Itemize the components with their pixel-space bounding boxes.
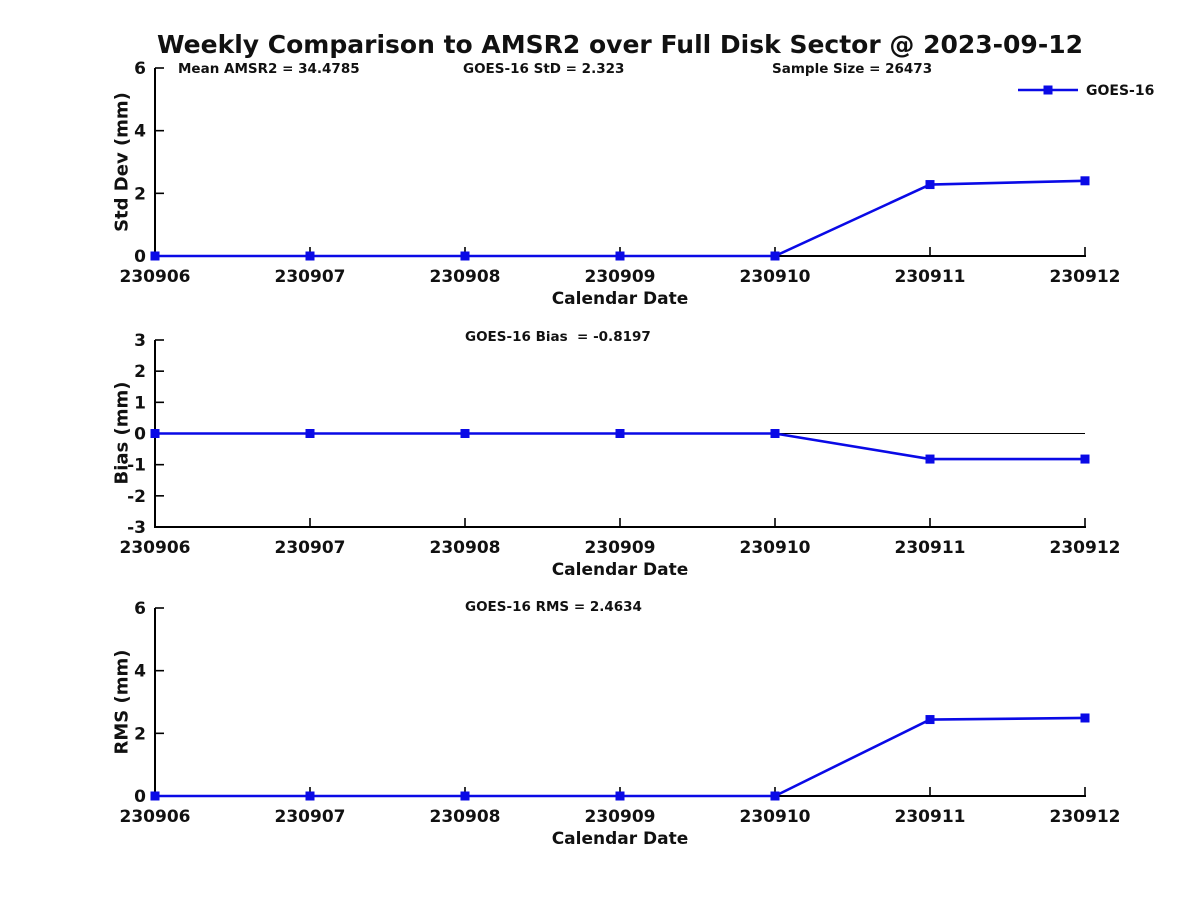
x-tick-label: 230906 — [120, 807, 191, 827]
data-point-marker — [460, 791, 470, 801]
legend-marker-icon — [1043, 85, 1053, 95]
data-point-marker — [925, 180, 935, 190]
data-point-marker — [150, 791, 160, 801]
data-point-marker — [925, 454, 935, 464]
y-tick-label: 4 — [134, 662, 146, 682]
data-point-marker — [305, 429, 315, 438]
data-point-marker — [150, 251, 160, 261]
data-point-marker — [460, 429, 470, 438]
data-point-marker — [615, 429, 625, 438]
x-axis-label-1: Calendar Date — [551, 289, 689, 309]
x-tick-label: 230909 — [585, 267, 656, 287]
x-tick-label: 230908 — [430, 807, 501, 827]
subplot-3: 0 2 4 6 230906 230907 230908 230909 230910 230911… — [120, 599, 1121, 827]
y-axis-label-bias: Bias (mm) — [111, 381, 133, 485]
annotation-goes16-rms: GOES-16 RMS = 2.4634 — [465, 599, 642, 615]
data-point-marker — [770, 251, 780, 261]
y-tick-label: -3 — [127, 518, 146, 538]
y-tick-label: 2 — [134, 184, 146, 204]
data-point-marker — [305, 791, 315, 801]
data-point-marker — [305, 251, 315, 261]
data-point-marker — [460, 251, 470, 261]
x-tick-label: 230911 — [895, 538, 966, 558]
x-tick-label: 230911 — [895, 267, 966, 287]
x-tick-label: 230906 — [120, 267, 191, 287]
x-tick-label: 230909 — [585, 807, 656, 827]
data-point-marker — [1080, 176, 1090, 186]
x-tick-label: 230911 — [895, 807, 966, 827]
legend-label: GOES-16 — [1086, 83, 1154, 99]
data-line — [155, 716, 1086, 798]
x-tick-label: 230912 — [1050, 538, 1121, 558]
data-point-marker — [615, 791, 625, 801]
y-tick-label: 1 — [134, 393, 146, 413]
data-point-marker — [1080, 713, 1090, 723]
data-point-marker — [615, 251, 625, 261]
x-axis-label-2: Calendar Date — [551, 560, 689, 580]
data-point-marker — [150, 429, 160, 438]
annotation-sample-size: Sample Size = 26473 — [772, 61, 933, 77]
x-tick-label: 230910 — [740, 807, 811, 827]
x-tick-label: 230909 — [585, 538, 656, 558]
x-tick-label: 230907 — [275, 807, 346, 827]
data-line — [155, 179, 1086, 258]
legend: GOES-16 — [1018, 83, 1154, 99]
chart-title: Weekly Comparison to AMSR2 over Full Dis… — [156, 30, 1083, 59]
y-tick-label: 0 — [134, 787, 146, 807]
y-tick-label: -2 — [127, 487, 146, 507]
y-axis-label-rms: RMS (mm) — [111, 649, 133, 755]
subplot-1: 0 2 4 6 230906 230907 230908 230909 230910 230911… — [120, 59, 1121, 287]
y-axis-label-stddev: Std Dev (mm) — [111, 92, 133, 232]
y-tick-label: 6 — [134, 59, 146, 79]
annotation-goes16-bias: GOES-16 Bias = -0.8197 — [465, 329, 651, 345]
x-tick-label: 230910 — [740, 267, 811, 287]
annotation-mean-amsr2: Mean AMSR2 = 34.4785 — [178, 61, 360, 77]
y-tick-label: 3 — [134, 331, 146, 351]
x-tick-label: 230908 — [430, 538, 501, 558]
y-tick-label: 6 — [134, 599, 146, 619]
x-tick-label: 230912 — [1050, 807, 1121, 827]
annotation-goes16-std: GOES-16 StD = 2.323 — [463, 61, 625, 77]
data-point-marker — [770, 429, 780, 438]
y-tick-label: 0 — [134, 247, 146, 267]
data-point-marker — [925, 715, 935, 725]
y-tick-label: 2 — [134, 724, 146, 744]
y-tick-label: 0 — [134, 425, 146, 445]
x-tick-label: 230912 — [1050, 267, 1121, 287]
data-point-marker — [770, 791, 780, 801]
x-tick-label: 230907 — [275, 538, 346, 558]
x-tick-label: 230907 — [275, 267, 346, 287]
x-axis-label-3: Calendar Date — [551, 829, 689, 849]
x-tick-label: 230908 — [430, 267, 501, 287]
y-tick-label: 2 — [134, 362, 146, 382]
x-tick-label: 230906 — [120, 538, 191, 558]
data-point-marker — [1080, 454, 1090, 464]
x-tick-label: 230910 — [740, 538, 811, 558]
y-tick-label: 4 — [134, 122, 146, 142]
y-tick-label: -1 — [127, 456, 146, 476]
